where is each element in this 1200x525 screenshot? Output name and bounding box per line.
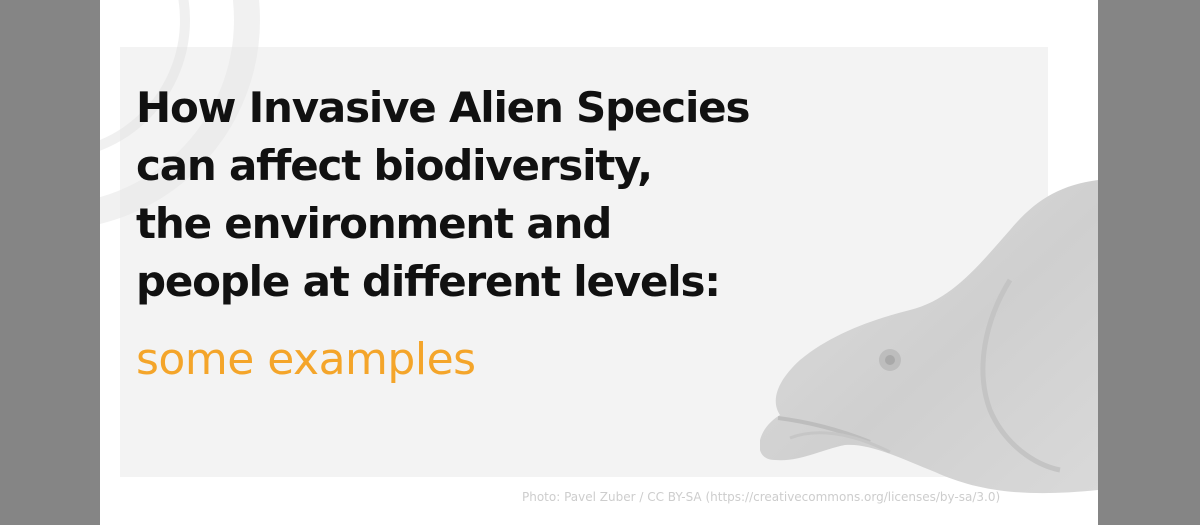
title-line: people at different levels:	[136, 257, 721, 306]
slide: How Invasive Alien Species can affect bi…	[100, 0, 1098, 525]
photo-credit: Photo: Pavel Zuber / CC BY-SA (https://c…	[522, 490, 1001, 504]
title-line: How Invasive Alien Species	[136, 83, 750, 132]
slide-title: How Invasive Alien Species can affect bi…	[136, 79, 750, 311]
fish-body	[760, 180, 1098, 494]
fish-jaw	[789, 431, 891, 454]
fish-eye-pupil	[885, 355, 895, 365]
title-line: the environment and	[136, 199, 612, 248]
slide-subtitle: some examples	[136, 334, 476, 385]
fish-image	[760, 180, 1098, 494]
fish-gill	[980, 278, 1061, 473]
title-line: can affect biodiversity,	[136, 141, 653, 190]
